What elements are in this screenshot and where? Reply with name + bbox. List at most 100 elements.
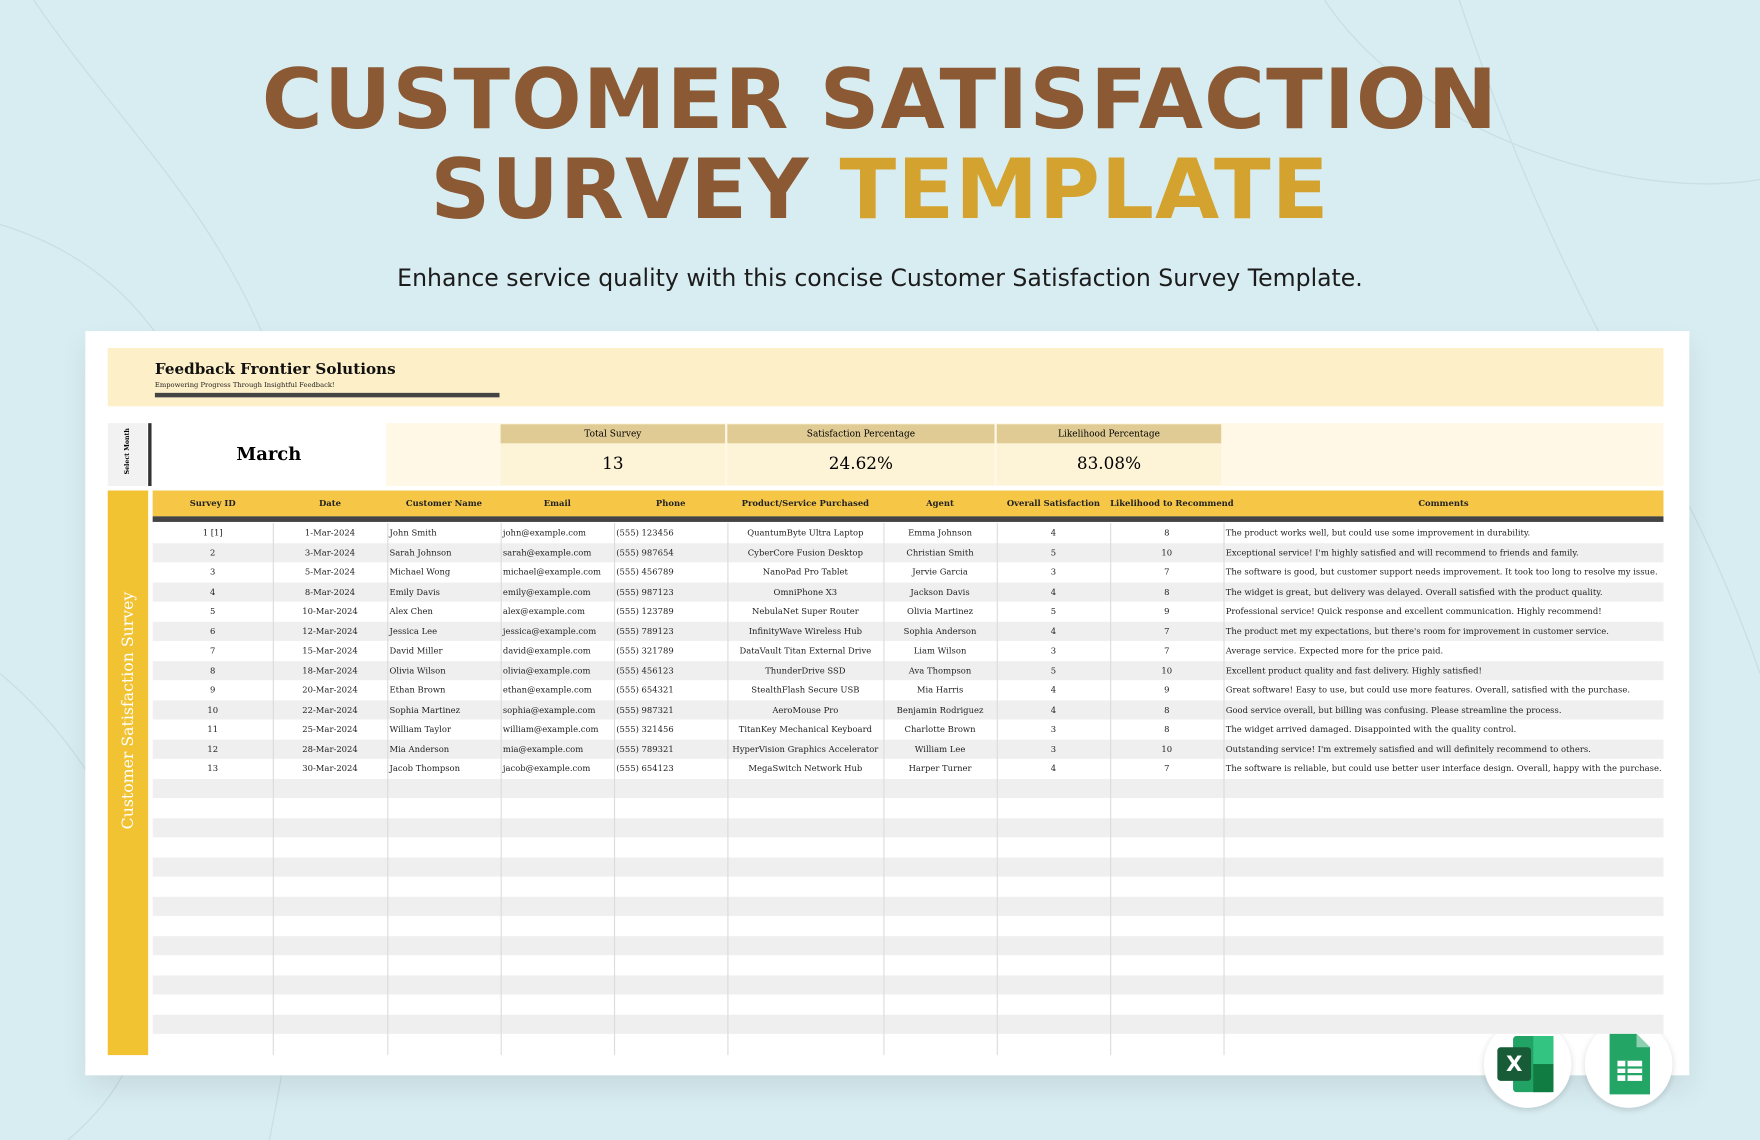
summary-label: Total Survey bbox=[500, 424, 726, 444]
table-cell: The product works well, but could use so… bbox=[1225, 527, 1531, 538]
table-cell: 11 bbox=[207, 723, 219, 735]
tagline: Empowering Progress Through Insightful F… bbox=[154, 381, 335, 390]
column-line bbox=[996, 523, 998, 1056]
sheets-icon[interactable] bbox=[1584, 1020, 1673, 1108]
table-cell: The widget arrived damaged. Disappointed… bbox=[1225, 723, 1517, 735]
table-cell: Jacob Thompson bbox=[389, 763, 461, 774]
summary-value: 24.62% bbox=[727, 443, 995, 485]
table-cell: 4 bbox=[1050, 684, 1057, 695]
subtitle: Enhance service quality with this concis… bbox=[397, 264, 1363, 292]
row-stripe bbox=[152, 581, 1664, 602]
table-cell: olivia@example.com bbox=[502, 665, 591, 676]
table-cell: sophia@example.com bbox=[502, 704, 596, 715]
table-cell: StealthFlash Secure USB bbox=[751, 684, 860, 695]
column-line bbox=[883, 523, 885, 1056]
table-cell: (555) 321789 bbox=[616, 645, 674, 656]
table-cell: William Lee bbox=[914, 743, 966, 754]
table-cell: 3 bbox=[1050, 645, 1057, 656]
row-stripe bbox=[152, 817, 1664, 838]
table-cell: 3 bbox=[1050, 566, 1057, 577]
table-cell: 2 bbox=[210, 547, 216, 558]
summary-value: 83.08% bbox=[996, 443, 1222, 485]
table-cell: 13 bbox=[207, 763, 219, 774]
table-cell: CyberCore Fusion Desktop bbox=[747, 547, 863, 558]
table-cell: Olivia Wilson bbox=[389, 665, 446, 676]
table-cell: 12-Mar-2024 bbox=[302, 625, 358, 636]
table-cell: 10 bbox=[1161, 547, 1173, 558]
divider bbox=[148, 423, 152, 487]
table-cell: (555) 456789 bbox=[616, 566, 674, 577]
table-cell: emily@example.com bbox=[502, 586, 591, 597]
row-stripe bbox=[152, 660, 1664, 681]
table-cell: alex@example.com bbox=[502, 606, 585, 617]
table-cell: 22-Mar-2024 bbox=[302, 704, 358, 715]
table-cell: Great software! Easy to use, but could u… bbox=[1225, 684, 1631, 695]
table-cell: (555) 987321 bbox=[616, 704, 674, 715]
table-cell: John Smith bbox=[389, 527, 437, 538]
column-header: Agent bbox=[926, 498, 954, 509]
table-cell: Emma Johnson bbox=[908, 527, 973, 538]
table-cell: (555) 654321 bbox=[616, 684, 674, 695]
table-cell: (555) 987123 bbox=[616, 586, 674, 597]
table-cell: 28-Mar-2024 bbox=[302, 743, 358, 754]
table-cell: (555) 987654 bbox=[616, 547, 674, 558]
table-cell: Mia Anderson bbox=[389, 743, 450, 754]
table-cell: 1 [1] bbox=[202, 527, 223, 538]
column-line bbox=[500, 523, 502, 1056]
column-line bbox=[1110, 523, 1112, 1056]
underline bbox=[154, 392, 500, 398]
table-cell: The software is reliable, but could use … bbox=[1225, 763, 1662, 774]
table-cell: sarah@example.com bbox=[502, 547, 592, 558]
table-cell: 30-Mar-2024 bbox=[302, 763, 358, 774]
table-cell: David Miller bbox=[389, 645, 443, 656]
title-line: SURVEY TEMPLATE bbox=[0, 141, 1760, 238]
side-bar bbox=[107, 490, 149, 1056]
month-label-cell bbox=[107, 423, 148, 487]
column-header: Phone bbox=[655, 498, 686, 509]
table-cell: William Taylor bbox=[389, 723, 451, 735]
table-cell: QuantumByte Ultra Laptop bbox=[747, 527, 864, 538]
svg-text:X: X bbox=[1506, 1052, 1522, 1077]
column-line bbox=[272, 523, 274, 1056]
month-value[interactable]: March bbox=[236, 443, 302, 465]
table-cell: Excellent product quality and fast deliv… bbox=[1225, 665, 1482, 676]
table-cell: NanoPad Pro Tablet bbox=[762, 566, 848, 577]
table-cell: 9 bbox=[210, 684, 216, 695]
column-line bbox=[1223, 523, 1225, 1056]
table-cell: 7 bbox=[1164, 645, 1170, 656]
table-cell: jessica@example.com bbox=[502, 625, 597, 636]
table-cell: Sarah Johnson bbox=[389, 547, 452, 558]
table-cell: 9 bbox=[1164, 606, 1170, 617]
excel-icon[interactable]: X bbox=[1483, 1020, 1572, 1108]
title-line: CUSTOMER SATISFACTION bbox=[261, 51, 1499, 149]
table-cell: Ethan Brown bbox=[389, 684, 446, 695]
table-cell: 25-Mar-2024 bbox=[302, 723, 358, 735]
table-cell: 7 bbox=[1164, 763, 1170, 774]
column-header: Likelihood to Recommend bbox=[1110, 498, 1234, 509]
table-cell: Average service. Expected more for the p… bbox=[1225, 645, 1444, 656]
table-cell: 12 bbox=[207, 743, 219, 754]
table-cell: Good service overall, but billing was co… bbox=[1225, 704, 1562, 715]
table-cell: Christian Smith bbox=[906, 547, 974, 558]
table-cell: (555) 456123 bbox=[616, 665, 674, 676]
table-cell: william@example.com bbox=[502, 723, 599, 735]
table-cell: 3 bbox=[1050, 723, 1057, 735]
table-cell: Emily Davis bbox=[389, 586, 440, 597]
table-cell: The software is good, but customer suppo… bbox=[1225, 566, 1658, 577]
table-cell: NebulaNet Super Router bbox=[751, 606, 859, 617]
table-cell: michael@example.com bbox=[502, 566, 602, 577]
row-stripe bbox=[152, 856, 1664, 877]
table-cell: 4 bbox=[1050, 625, 1057, 636]
table-cell: 8 bbox=[1164, 527, 1170, 538]
row-stripe bbox=[152, 935, 1664, 956]
row-stripe bbox=[152, 896, 1664, 916]
excel-glyph: X bbox=[1497, 1036, 1554, 1093]
table-cell: Charlotte Brown bbox=[904, 723, 976, 735]
table-cell: Olivia Martinez bbox=[907, 606, 974, 617]
table-cell: 5 bbox=[210, 606, 216, 617]
table-cell: 5 bbox=[1050, 606, 1057, 617]
table-cell: DataVault Titan External Drive bbox=[739, 645, 872, 656]
table-cell: 5-Mar-2024 bbox=[304, 566, 356, 577]
